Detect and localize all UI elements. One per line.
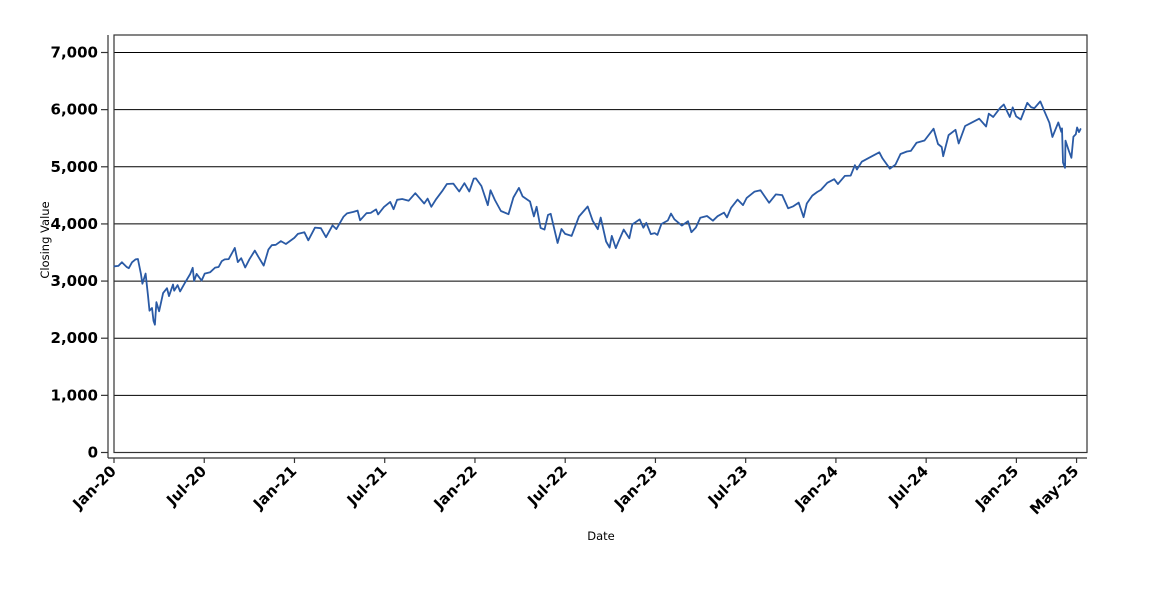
y-axis-title: Closing Value [38, 201, 52, 279]
y-tick-label: 6,000 [51, 101, 98, 119]
y-tick-label: 4,000 [51, 215, 98, 233]
plot-area [114, 35, 1087, 453]
y-tick-label: 7,000 [51, 44, 98, 62]
y-tick-label: 2,000 [51, 329, 98, 347]
y-tick-label: 5,000 [51, 158, 98, 176]
y-tick-label: 0 [88, 444, 98, 462]
x-axis-title: Date [587, 529, 615, 543]
plot-frame [113, 34, 1088, 454]
y-tick-label: 1,000 [51, 386, 98, 404]
closing-value-line [113, 100, 1082, 326]
y-tick-label: 3,000 [51, 272, 98, 290]
